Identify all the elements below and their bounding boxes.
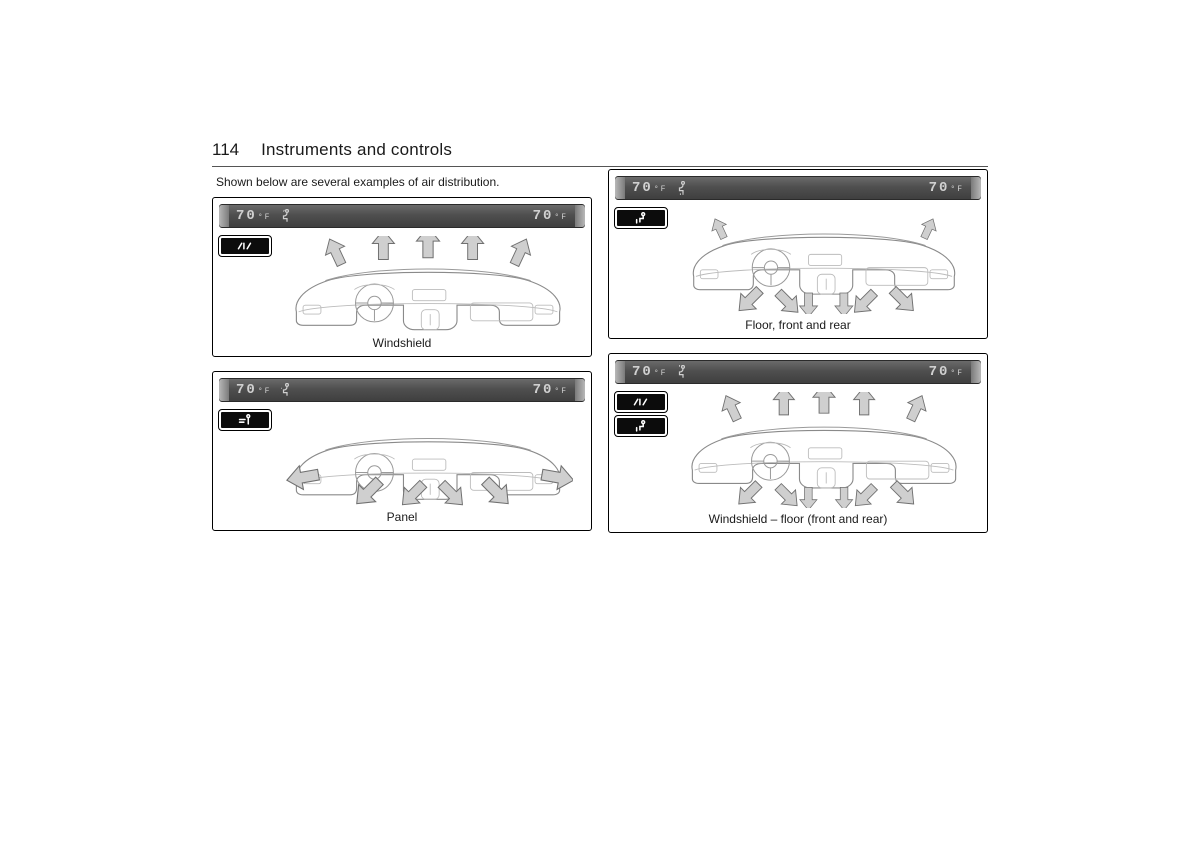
temp-left: 70 °F: [236, 208, 271, 224]
climate-display: 70 °F 70 °F: [615, 176, 981, 200]
temp-left: 70 °F: [632, 180, 667, 196]
airflow-indicator-icon: [281, 383, 293, 397]
figure-panel: 70 °F 70 °F: [212, 371, 592, 531]
temp-right: 70 °F: [929, 364, 964, 380]
dashboard-diagram: [271, 234, 585, 332]
floor-mode-button: [615, 416, 667, 436]
defrost-mode-button: [219, 236, 271, 256]
dashboard-diagram: [667, 390, 981, 508]
temp-left: 70 °F: [236, 382, 271, 398]
temp-right: 70 °F: [929, 180, 964, 196]
floor-mode-button: [615, 208, 667, 228]
figure-floor: 70 °F 70 °F: [608, 169, 988, 339]
figure-windshield-floor: 70 °F 70 °F: [608, 353, 988, 533]
climate-display: 70 °F 70 °F: [615, 360, 981, 384]
airflow-indicator-icon: [677, 365, 689, 379]
figure-caption: Floor, front and rear: [615, 318, 981, 332]
dashboard-diagram: [667, 206, 981, 314]
figure-caption: Panel: [219, 510, 585, 524]
page-number: 114: [212, 140, 239, 160]
figure-caption: Windshield: [219, 336, 585, 350]
temp-right: 70 °F: [533, 208, 568, 224]
airflow-indicator-icon: [281, 209, 293, 223]
page-header: 114 Instruments and controls: [212, 140, 988, 167]
temp-left: 70 °F: [632, 364, 667, 380]
temp-right: 70 °F: [533, 382, 568, 398]
defrost-mode-button: [615, 392, 667, 412]
chapter-title: Instruments and controls: [261, 140, 452, 160]
figure-caption: Windshield – floor (front and rear): [615, 512, 981, 526]
panel-mode-button: [219, 410, 271, 430]
dashboard-diagram: [271, 408, 585, 506]
climate-display: 70 °F 70 °F: [219, 378, 585, 402]
climate-display: 70 °F 70 °F: [219, 204, 585, 228]
figure-windshield: 70 °F 70 °F: [212, 197, 592, 357]
airflow-indicator-icon: [677, 181, 689, 195]
